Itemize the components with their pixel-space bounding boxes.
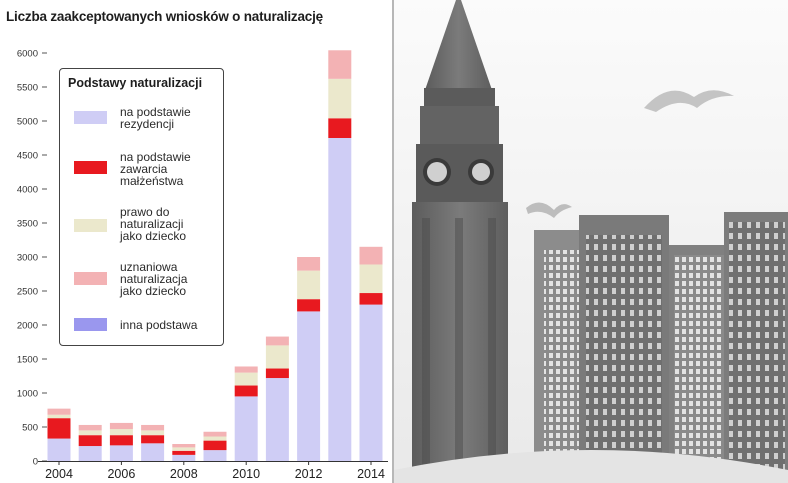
legend-swatch-marriage bbox=[74, 161, 107, 174]
legend-title: Podstawy naturalizacji bbox=[68, 76, 203, 90]
bar-segment-2012-s0 bbox=[297, 311, 321, 461]
bar-segment-2004-s0 bbox=[47, 438, 71, 461]
legend-swatch-child-right bbox=[74, 219, 107, 232]
bar-segment-2014-s1 bbox=[359, 293, 383, 305]
skyline-svg bbox=[394, 0, 788, 483]
bar-segment-2007-s0 bbox=[141, 443, 165, 461]
bar-segment-2011-s1 bbox=[265, 368, 289, 379]
bar-segment-2012-s3 bbox=[297, 257, 321, 271]
bar-segment-2011-s3 bbox=[265, 336, 289, 346]
bar-segment-2005-s1 bbox=[78, 435, 102, 447]
y-tick-label: 4000 bbox=[17, 185, 38, 196]
y-tick-label: 0 bbox=[33, 457, 38, 468]
bar-segment-2006-s1 bbox=[109, 435, 133, 446]
bar-segment-2005-s3 bbox=[78, 424, 102, 431]
bar-segment-2004-s1 bbox=[47, 418, 71, 439]
bar-segment-2014-s2 bbox=[359, 264, 383, 294]
bar-segment-2008-s1 bbox=[172, 450, 196, 455]
x-tick-label: 2004 bbox=[45, 467, 73, 481]
y-tick-label: 4500 bbox=[17, 151, 38, 162]
bar-segment-2010-s3 bbox=[234, 366, 258, 373]
legend-label-marriage: na podstawie zawarcia małżeństwa bbox=[120, 150, 191, 188]
building-windows bbox=[586, 235, 662, 483]
y-tick-label: 2500 bbox=[17, 287, 38, 298]
x-tick-label: 2008 bbox=[170, 467, 198, 481]
bar-segment-2013-s0 bbox=[328, 138, 352, 461]
big-ben-tower bbox=[412, 0, 508, 483]
bar-segment-2008-s3 bbox=[172, 444, 196, 448]
y-tick-label: 1500 bbox=[17, 355, 38, 366]
bar-segment-2011-s2 bbox=[265, 345, 289, 369]
x-tick-label: 2012 bbox=[295, 467, 323, 481]
bar-segment-2004-s3 bbox=[47, 408, 71, 415]
bar-segment-2009-s3 bbox=[203, 431, 227, 437]
panel-divider bbox=[392, 0, 394, 483]
bar-segment-2009-s2 bbox=[203, 436, 227, 441]
x-tick-label: 2006 bbox=[107, 467, 135, 481]
bar-segment-2007-s1 bbox=[141, 435, 165, 444]
y-tick-label: 6000 bbox=[17, 49, 38, 60]
bar-segment-2014-s0 bbox=[359, 304, 383, 461]
y-tick-label: 3000 bbox=[17, 253, 38, 264]
bar-segment-2006-s3 bbox=[109, 422, 133, 430]
bar-segment-2013-s3 bbox=[328, 50, 352, 79]
building-windows bbox=[674, 255, 724, 483]
bar-segment-2013-s2 bbox=[328, 78, 352, 119]
london-skyline-illustration bbox=[394, 0, 788, 483]
x-tick-label: 2010 bbox=[232, 467, 260, 481]
chart-title: Liczba zaakceptowanych wniosków o natura… bbox=[6, 9, 323, 24]
foreground-haze bbox=[394, 450, 788, 483]
bar-segment-2010-s2 bbox=[234, 372, 258, 386]
legend-swatch-child-discretionary bbox=[74, 272, 107, 285]
bar-segment-2009-s0 bbox=[203, 450, 227, 461]
legend-swatch-residence bbox=[74, 111, 107, 124]
legend-label-other: inna podstawa bbox=[120, 318, 198, 332]
bar-segment-2005-s2 bbox=[78, 430, 102, 436]
bar-segment-2010-s1 bbox=[234, 385, 258, 397]
bar-segment-2012-s2 bbox=[297, 270, 321, 300]
y-tick-label: 500 bbox=[22, 423, 38, 434]
bird-icon bbox=[526, 202, 572, 218]
bar-segment-2014-s3 bbox=[359, 246, 383, 265]
legend-label-child-right: prawo do naturalizacji jako dziecko bbox=[120, 205, 187, 243]
legend-swatch-other bbox=[74, 318, 107, 331]
bar-segment-2011-s0 bbox=[265, 378, 289, 461]
legend-label-residence: na podstawie rezydencji bbox=[120, 105, 191, 131]
legend: Podstawy naturalizacji na podstawie rezy… bbox=[59, 68, 224, 346]
bar-segment-2012-s1 bbox=[297, 299, 321, 312]
bar-segment-2005-s0 bbox=[78, 446, 102, 461]
legend-label-child-discretionary: uznaniowa naturalizacja jako dziecko bbox=[120, 260, 188, 298]
bar-segment-2008-s2 bbox=[172, 447, 196, 451]
bird-icon bbox=[644, 90, 734, 112]
bar-segment-2007-s2 bbox=[141, 430, 165, 436]
y-tick-label: 2000 bbox=[17, 321, 38, 332]
building-windows bbox=[729, 222, 785, 483]
bar-segment-2010-s0 bbox=[234, 396, 258, 461]
y-tick-label: 5000 bbox=[17, 117, 38, 128]
bar-segment-2006-s2 bbox=[109, 429, 133, 436]
x-tick-label: 2014 bbox=[357, 467, 385, 481]
chart-panel: Liczba zaakceptowanych wniosków o natura… bbox=[0, 0, 392, 483]
stacked-bar-chart: 0 500 1000 1500 2000 2500 3000 3500 4000 4500 5000… bbox=[17, 49, 388, 481]
bar-segment-2004-s2 bbox=[47, 414, 71, 419]
y-tick-label: 5500 bbox=[17, 83, 38, 94]
bar-segment-2007-s3 bbox=[141, 424, 165, 431]
bar-segment-2013-s1 bbox=[328, 118, 352, 138]
bar-segment-2006-s0 bbox=[109, 445, 133, 461]
bar-segment-2009-s1 bbox=[203, 440, 227, 451]
y-tick-label: 1000 bbox=[17, 389, 38, 400]
y-tick-label: 3500 bbox=[17, 219, 38, 230]
bar-segment-2008-s0 bbox=[172, 454, 196, 461]
